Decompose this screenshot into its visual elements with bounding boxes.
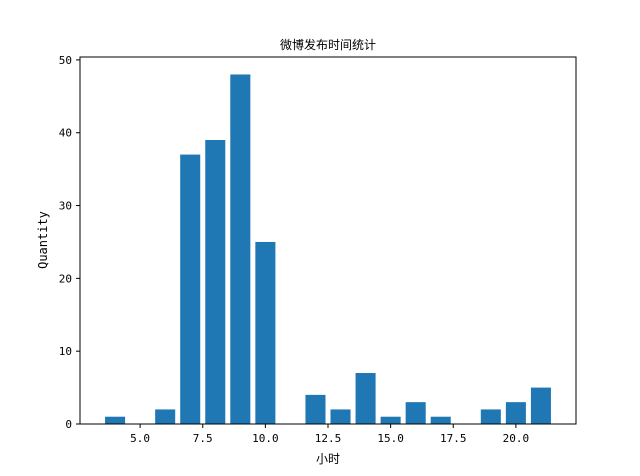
x-tick-label: 5.0 [130,432,150,445]
bar-21 [530,387,551,424]
y-tick-label: 30 [59,200,72,213]
bar-16 [405,402,426,424]
x-tick-label: 17.5 [440,432,467,445]
bar-8 [205,140,226,424]
y-tick-label: 10 [59,345,72,358]
y-axis-ticks: 0 10 20 30 40 50 [59,54,80,431]
bar-15 [380,416,401,424]
x-tick-label: 10.0 [252,432,279,445]
y-tick-label: 50 [59,54,72,67]
chart-title: 微博发布时间统计 [280,37,376,52]
x-tick-label: 20.0 [503,432,530,445]
bar-14 [355,373,376,424]
x-tick-label: 7.5 [193,432,213,445]
x-tick-label: 15.0 [377,432,404,445]
bars-group [105,74,551,425]
y-tick-label: 20 [59,272,72,285]
bar-17 [430,416,451,424]
bar-10 [255,241,276,424]
x-tick-label: 12.5 [315,432,342,445]
bar-12 [305,394,326,424]
bar-20 [505,402,526,424]
bar-4 [105,416,126,424]
y-tick-label: 40 [59,127,72,140]
bar-19 [480,409,501,424]
bar-6 [155,409,176,424]
x-axis-ticks: 5.0 7.5 10.0 12.5 15.0 17.5 20.0 [130,424,529,445]
x-axis-label: 小时 [316,452,340,466]
y-tick-label: 0 [65,418,72,431]
bar-13 [330,409,351,424]
y-axis-label: Quantity [36,211,50,269]
bar-7 [180,154,201,425]
plot-frame [79,56,577,425]
bar-9 [230,74,251,424]
